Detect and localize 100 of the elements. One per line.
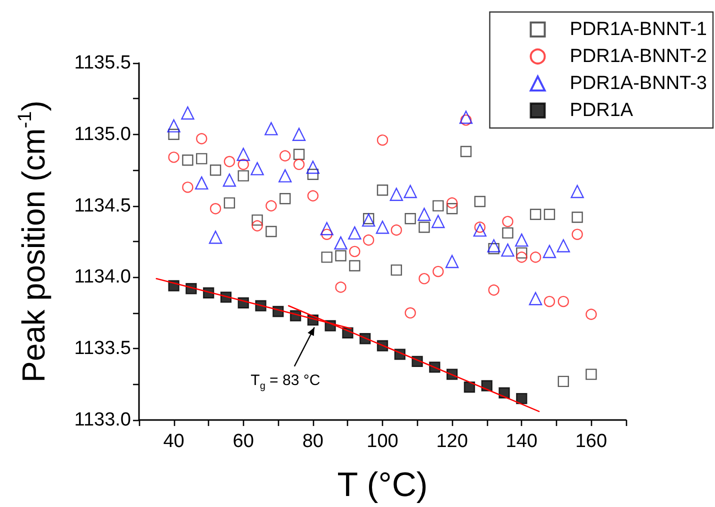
- point: [446, 203, 458, 214]
- point: [418, 208, 431, 221]
- point: [362, 234, 374, 246]
- point: [210, 164, 222, 176]
- point: [528, 292, 542, 306]
- point: [570, 184, 584, 198]
- point: [168, 128, 180, 140]
- point: [474, 222, 486, 233]
- x-tick-label: 40: [163, 431, 184, 452]
- y-tick-label: 1135.0: [74, 124, 131, 145]
- point: [167, 119, 180, 132]
- point: [196, 133, 208, 144]
- point: [307, 168, 319, 180]
- point: [252, 214, 263, 226]
- point: [487, 239, 500, 252]
- y-tick-label: 1135.5: [74, 52, 131, 74]
- point: [488, 243, 500, 254]
- point: [376, 134, 388, 146]
- x-tick-label: 160: [575, 431, 608, 452]
- point: [168, 152, 180, 163]
- legend-label: PDR1A-BNNT-3: [570, 73, 707, 94]
- point: [432, 266, 444, 278]
- point: [250, 162, 264, 176]
- point: [181, 106, 194, 120]
- point: [418, 222, 430, 233]
- point: [335, 282, 346, 293]
- point: [432, 214, 445, 228]
- point: [558, 376, 569, 388]
- x-axis-title: T (°C): [337, 466, 428, 504]
- point: [196, 153, 208, 164]
- point: [515, 233, 528, 247]
- point: [264, 122, 278, 136]
- point: [390, 224, 402, 236]
- point: [544, 208, 556, 220]
- point: [572, 228, 583, 240]
- point: [362, 213, 374, 224]
- point: [586, 308, 597, 320]
- point: [349, 246, 360, 258]
- point: [236, 148, 250, 161]
- point: [390, 188, 404, 201]
- point: [530, 252, 542, 263]
- y-tick-label: 1133.5: [74, 338, 131, 360]
- point: [334, 236, 348, 250]
- point: [224, 156, 236, 168]
- point: [404, 213, 416, 224]
- point: [558, 296, 569, 308]
- point: [474, 196, 486, 208]
- y-tick-label: 1134.5: [74, 195, 131, 216]
- legend-label: PDR1A-BNNT-2: [570, 46, 707, 67]
- point: [390, 264, 402, 276]
- point: [502, 216, 514, 228]
- point: [460, 146, 472, 158]
- point: [459, 110, 473, 124]
- point: [210, 203, 222, 214]
- point: [195, 176, 208, 190]
- point: [238, 170, 249, 182]
- y-tick-label: 1133.0: [74, 410, 131, 430]
- point: [418, 273, 430, 284]
- point: [349, 260, 360, 272]
- point: [280, 193, 291, 204]
- point: [572, 212, 583, 223]
- point: [516, 392, 528, 404]
- y-axis-title: Peak position (cm-1): [15, 100, 52, 383]
- point: [292, 128, 306, 141]
- point: [473, 223, 486, 237]
- point: [502, 227, 514, 239]
- point: [542, 244, 556, 258]
- x-tick-label: 120: [436, 431, 468, 452]
- annotation: T$_{g}$ = 83 °C: [250, 372, 320, 392]
- point: [224, 197, 236, 209]
- point: [432, 200, 444, 212]
- point: [530, 208, 542, 220]
- point: [182, 182, 194, 193]
- point: [222, 173, 236, 187]
- point: [446, 197, 458, 209]
- point: [348, 226, 362, 240]
- point: [376, 220, 390, 234]
- point: [516, 247, 528, 259]
- point: [320, 222, 334, 236]
- point: [335, 250, 346, 262]
- point: [252, 220, 263, 232]
- point: [266, 226, 277, 238]
- point: [306, 160, 320, 174]
- point: [586, 368, 597, 380]
- point: [321, 228, 332, 240]
- point: [362, 213, 376, 227]
- legend-label: PDR1A: [570, 100, 634, 121]
- point: [280, 150, 291, 162]
- x-tick-label: 80: [302, 431, 324, 452]
- point: [404, 184, 417, 198]
- x-tick-label: 100: [366, 431, 398, 452]
- y-tick-label: 1134.0: [74, 266, 131, 288]
- point: [293, 158, 305, 170]
- point: [238, 158, 249, 170]
- point: [182, 154, 194, 166]
- x-tick-label: 140: [506, 431, 538, 452]
- point: [293, 148, 305, 160]
- point: [501, 243, 514, 257]
- point: [208, 230, 222, 244]
- point: [516, 252, 528, 263]
